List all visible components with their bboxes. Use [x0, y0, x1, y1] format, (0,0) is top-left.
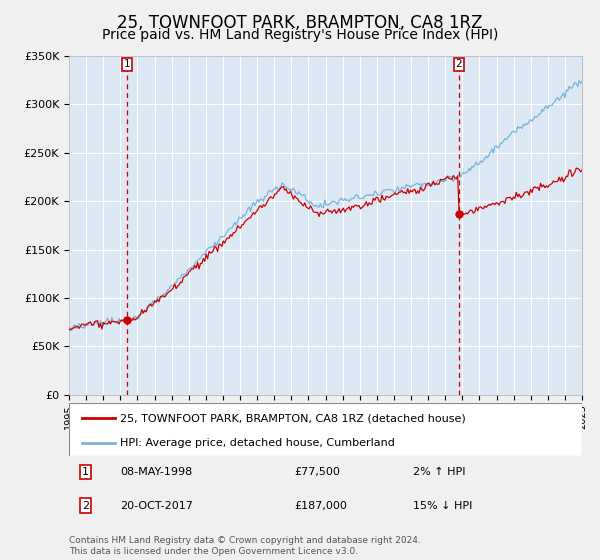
Text: 1: 1	[124, 59, 130, 69]
Text: £77,500: £77,500	[295, 467, 341, 477]
Text: Price paid vs. HM Land Registry's House Price Index (HPI): Price paid vs. HM Land Registry's House …	[102, 28, 498, 42]
Text: 25, TOWNFOOT PARK, BRAMPTON, CA8 1RZ: 25, TOWNFOOT PARK, BRAMPTON, CA8 1RZ	[117, 14, 483, 32]
Text: 25, TOWNFOOT PARK, BRAMPTON, CA8 1RZ (detached house): 25, TOWNFOOT PARK, BRAMPTON, CA8 1RZ (de…	[121, 413, 466, 423]
Text: 20-OCT-2017: 20-OCT-2017	[121, 501, 193, 511]
Text: 08-MAY-1998: 08-MAY-1998	[121, 467, 193, 477]
Text: HPI: Average price, detached house, Cumberland: HPI: Average price, detached house, Cumb…	[121, 438, 395, 448]
Text: 2: 2	[82, 501, 89, 511]
Text: 2: 2	[455, 59, 462, 69]
Text: £187,000: £187,000	[295, 501, 347, 511]
Text: Contains HM Land Registry data © Crown copyright and database right 2024.
This d: Contains HM Land Registry data © Crown c…	[69, 536, 421, 556]
Text: 15% ↓ HPI: 15% ↓ HPI	[413, 501, 472, 511]
Text: 2% ↑ HPI: 2% ↑ HPI	[413, 467, 465, 477]
Text: 1: 1	[82, 467, 89, 477]
